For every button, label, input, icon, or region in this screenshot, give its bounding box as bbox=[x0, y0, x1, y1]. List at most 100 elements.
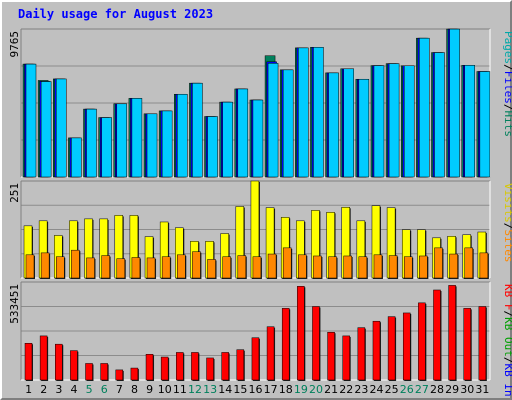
bar-sites bbox=[56, 256, 65, 279]
x-tick-label: 16 bbox=[249, 383, 263, 396]
bar-kb-f bbox=[387, 316, 396, 381]
bar-kb-f bbox=[433, 289, 441, 381]
bar-sites bbox=[479, 252, 489, 279]
bar-sites bbox=[328, 256, 337, 279]
bar-pages bbox=[222, 101, 233, 178]
bar-kb-f bbox=[100, 363, 108, 381]
bar-pages bbox=[252, 99, 264, 178]
bar-sites bbox=[25, 254, 35, 279]
bar-sites bbox=[252, 256, 262, 279]
ymax-label-3: 533451 bbox=[8, 284, 21, 324]
bar-pages bbox=[313, 47, 324, 178]
bar-sites bbox=[282, 247, 292, 279]
bar-pages bbox=[373, 65, 385, 178]
bar-kb-f bbox=[297, 286, 305, 381]
x-tick-label: 4 bbox=[70, 383, 77, 396]
bar-sites bbox=[343, 255, 352, 279]
bar-kb-f bbox=[130, 367, 139, 381]
bar-kb-f bbox=[448, 285, 456, 381]
bar-sites bbox=[419, 255, 428, 279]
bar-kb-f bbox=[266, 326, 275, 381]
bar-kb-f bbox=[39, 335, 48, 381]
legend-part: / bbox=[502, 223, 512, 230]
bar-kb-f bbox=[418, 302, 426, 381]
bar-kb-f bbox=[206, 357, 214, 381]
x-tick-label: 17 bbox=[264, 383, 278, 396]
bar-sites bbox=[161, 256, 171, 279]
bar-pages bbox=[25, 63, 37, 178]
x-tick-label: 19 bbox=[294, 383, 308, 396]
bar-sites bbox=[403, 256, 413, 279]
bar-sites bbox=[464, 247, 473, 279]
bar-kb-f bbox=[342, 335, 350, 381]
bar-pages bbox=[434, 52, 445, 178]
x-tick-label: 21 bbox=[324, 383, 338, 396]
bar-kb-f bbox=[145, 354, 154, 381]
legend-part: Files bbox=[502, 71, 512, 104]
legend-part: / bbox=[502, 311, 512, 318]
x-tick-label: 25 bbox=[385, 383, 399, 396]
x-tick-label: 1 bbox=[25, 383, 32, 396]
bar-pages bbox=[298, 47, 309, 178]
x-tick-label: 23 bbox=[354, 383, 368, 396]
bar-pages bbox=[464, 65, 475, 178]
bar-kb-f bbox=[221, 352, 229, 381]
bar-kb-f bbox=[236, 349, 245, 381]
bar-sites bbox=[192, 251, 201, 279]
x-tick-label: 27 bbox=[415, 383, 429, 396]
legend-label-2: Visits/Sites bbox=[502, 183, 512, 263]
x-tick-label: 9 bbox=[146, 383, 153, 396]
bar-kb-f bbox=[176, 352, 184, 381]
bar-sites bbox=[313, 255, 322, 279]
x-tick-label: 26 bbox=[400, 383, 414, 396]
bar-sites bbox=[131, 257, 141, 279]
bar-sites bbox=[449, 253, 458, 279]
bar-sites bbox=[222, 256, 231, 279]
bar-sites bbox=[298, 254, 307, 279]
bar-pages bbox=[403, 65, 415, 178]
x-tick-label: 13 bbox=[203, 383, 217, 396]
bar-kb-f bbox=[327, 331, 335, 381]
x-tick-label: 7 bbox=[116, 383, 123, 396]
x-tick-label: 14 bbox=[218, 383, 232, 396]
chart-title: Daily usage for August 2023 bbox=[18, 7, 214, 21]
legend-part: Hits bbox=[502, 111, 512, 138]
bar-pages bbox=[86, 108, 97, 178]
bar-pages bbox=[343, 68, 354, 178]
bar-pages bbox=[388, 63, 400, 178]
legend-part: / bbox=[502, 64, 512, 71]
bar-sites bbox=[358, 256, 368, 279]
bar-pages bbox=[71, 137, 82, 178]
bar-pages bbox=[131, 98, 143, 178]
bar-sites bbox=[40, 252, 50, 279]
bar-sites bbox=[388, 255, 398, 279]
x-tick-label: 11 bbox=[173, 383, 187, 396]
legend-part: Pages bbox=[502, 31, 512, 64]
bar-pages bbox=[207, 116, 218, 178]
bar-kb-f bbox=[85, 363, 93, 381]
bar-sites bbox=[146, 257, 156, 279]
bar-pages bbox=[40, 81, 52, 178]
bar-kb-f bbox=[55, 343, 63, 381]
bar-kb-f bbox=[402, 312, 411, 381]
bar-pages bbox=[101, 117, 112, 178]
legend-part: / bbox=[502, 357, 512, 364]
bar-kb-f bbox=[251, 337, 260, 381]
x-tick-label: 10 bbox=[158, 383, 172, 396]
bar-kb-f bbox=[372, 320, 381, 381]
bar-sites bbox=[116, 258, 126, 279]
x-tick-label: 3 bbox=[55, 383, 62, 396]
legend-part: Visits bbox=[502, 183, 512, 223]
ymax-label-1: 9765 bbox=[8, 31, 21, 58]
bar-sites bbox=[207, 259, 216, 279]
bar-kb-f bbox=[463, 308, 471, 381]
bar-pages bbox=[449, 28, 460, 178]
bar-sites bbox=[434, 247, 443, 279]
legend-part: KB Out bbox=[502, 317, 512, 357]
x-tick-label: 24 bbox=[370, 383, 384, 396]
bar-sites bbox=[101, 255, 110, 279]
bar-kb-f bbox=[160, 356, 169, 381]
bar-pages bbox=[328, 72, 339, 178]
x-tick-label: 15 bbox=[233, 383, 247, 396]
